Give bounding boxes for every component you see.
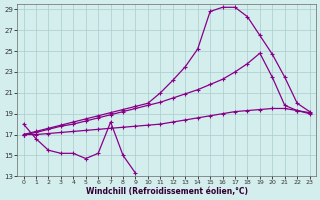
- X-axis label: Windchill (Refroidissement éolien,°C): Windchill (Refroidissement éolien,°C): [85, 187, 248, 196]
